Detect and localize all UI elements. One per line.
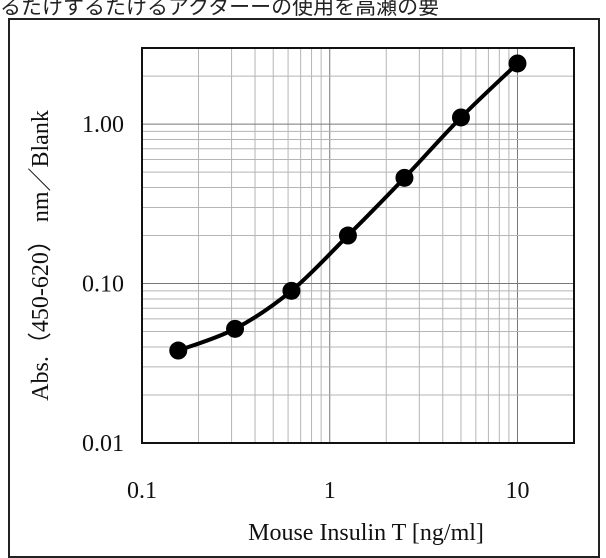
- x-tick-label: 10: [505, 478, 529, 504]
- data-point: [451, 108, 470, 127]
- y-tick-label: 1.00: [82, 112, 124, 138]
- y-tick-label: 0.10: [82, 272, 124, 298]
- x-tick-label: 0.1: [127, 478, 157, 504]
- x-tick-label: 1: [324, 478, 336, 504]
- y-tick-label: 0.01: [82, 431, 124, 457]
- plot-border: [141, 47, 575, 444]
- y-axis-title: Abs.（450-620） nm／Blank: [28, 110, 54, 401]
- data-point: [395, 168, 414, 187]
- x-axis-title: Mouse Insulin T [ng/ml]: [248, 520, 484, 546]
- data-point: [226, 319, 245, 338]
- data-point: [169, 341, 188, 360]
- x-tick-labels: 0.1 1 10: [127, 478, 529, 504]
- data-point: [338, 226, 357, 245]
- data-point: [282, 281, 301, 300]
- series-layer: [169, 54, 527, 360]
- data-point: [508, 54, 527, 73]
- y-tick-labels: 0.01 0.10 1.00: [82, 112, 124, 457]
- grid-layer: [142, 48, 574, 443]
- top-caption: るたけするたけるアクターーの使用を高瀬の要: [0, 0, 440, 19]
